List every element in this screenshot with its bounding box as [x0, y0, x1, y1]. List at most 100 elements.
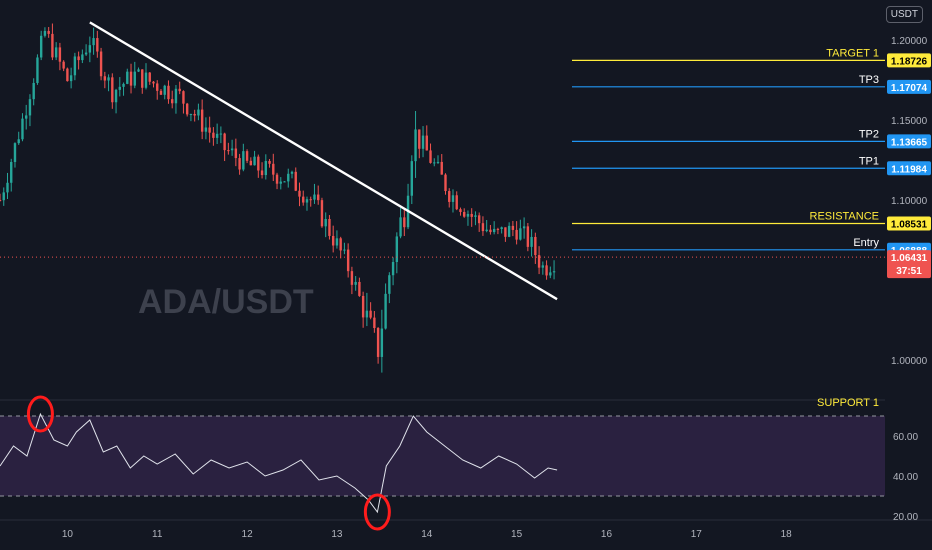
- candle-bear: [489, 229, 492, 233]
- candle-bull: [144, 72, 148, 88]
- candle-bear: [257, 156, 260, 171]
- candles: [0, 23, 556, 373]
- candle-bear: [294, 171, 297, 191]
- candle-bear: [302, 196, 305, 203]
- currency-button[interactable]: USDT: [885, 6, 923, 23]
- candle-bear: [159, 90, 163, 95]
- candle-bull: [519, 228, 522, 240]
- candle-bull: [549, 272, 552, 276]
- candle-bull: [365, 310, 369, 318]
- candle-bull: [174, 88, 178, 104]
- candle-bear: [534, 236, 537, 256]
- candle-bull: [421, 135, 425, 149]
- candle-bear: [309, 199, 312, 201]
- candle-bear: [545, 265, 548, 276]
- candle-bull: [552, 271, 556, 273]
- candle-bull: [507, 225, 511, 237]
- candle-bull: [137, 69, 140, 72]
- candle-bear: [328, 218, 331, 236]
- level-price-label: 1.11984: [891, 164, 927, 175]
- candle-bear: [429, 150, 432, 163]
- candle-bull: [13, 143, 17, 162]
- candle-bear: [459, 209, 462, 212]
- candle-bear: [141, 69, 144, 88]
- candle-bear: [58, 47, 62, 62]
- candle-bear: [156, 83, 159, 91]
- candle-bear: [418, 129, 421, 149]
- candle-bull: [474, 215, 477, 217]
- current-price-tag: [887, 250, 931, 279]
- candle-bull: [230, 148, 234, 151]
- candle-bear: [425, 135, 428, 151]
- level-price-tag: [887, 216, 931, 231]
- candle-bear: [272, 163, 275, 175]
- candle-bull: [492, 228, 496, 233]
- candle-bear: [178, 88, 181, 92]
- candle-bull: [380, 328, 384, 357]
- candle-bull: [530, 236, 533, 247]
- trendline[interactable]: [89, 21, 558, 301]
- level-price-label: 1.17074: [891, 83, 928, 94]
- candle-bear: [358, 281, 361, 296]
- candle-bull: [343, 249, 346, 251]
- time-tick-label: 12: [242, 529, 254, 540]
- candle-bear: [260, 170, 264, 176]
- rsi-line: [0, 412, 558, 514]
- time-tick-label: 10: [62, 529, 74, 540]
- candle-bull: [436, 161, 440, 163]
- candle-bull: [107, 77, 110, 81]
- candle-bull: [118, 86, 121, 90]
- level-price-tag: [887, 53, 931, 68]
- candle-bear: [223, 133, 226, 151]
- candle-bear: [99, 51, 103, 77]
- candle-bear: [481, 223, 485, 232]
- price-levels: TARGET 1 1.18726 TP3 1.17074 TP2 1.13665 TP1 1.…: [0, 47, 931, 279]
- candle-bull: [541, 265, 545, 268]
- candle-bear: [346, 249, 350, 272]
- level-name: TP1: [859, 155, 879, 167]
- candle-bear: [111, 77, 114, 103]
- candle-bear: [96, 38, 99, 52]
- candle-bull: [335, 238, 339, 246]
- candle-bear: [200, 109, 204, 132]
- candle-bull: [414, 129, 417, 162]
- candle-bear: [167, 85, 170, 100]
- time-tick-label: 11: [152, 529, 163, 540]
- candle-bull: [388, 275, 391, 294]
- rsi-highlight-circle: [26, 395, 54, 433]
- level-price-tag: [887, 134, 931, 149]
- price-axis[interactable]: 1.20000 1.15000 1.10000 1.00000 60.00 40.00 20…: [891, 36, 928, 523]
- candle-bear: [470, 213, 473, 217]
- candle-bull: [69, 75, 73, 82]
- candle-bull: [204, 127, 208, 132]
- candle-bear: [234, 148, 238, 159]
- candle-bull: [28, 99, 32, 116]
- rsi-tick-label: 20.00: [893, 512, 918, 523]
- candle-bear: [317, 194, 320, 201]
- candle-bear: [403, 217, 406, 228]
- candle-bull: [36, 57, 39, 83]
- candle-bull: [324, 218, 327, 227]
- candle-bear: [331, 235, 335, 246]
- price-tick-label: 1.00000: [891, 356, 928, 367]
- level-name: RESISTANCE: [810, 211, 879, 223]
- candle-bull: [73, 56, 77, 76]
- candle-bear: [249, 160, 253, 166]
- level-price-tag: [887, 79, 931, 94]
- countdown-label: 37:51: [896, 266, 922, 277]
- candle-bull: [305, 199, 309, 203]
- candle-bear: [373, 317, 376, 329]
- candle-bull: [283, 181, 286, 183]
- candle-bear: [182, 91, 185, 104]
- time-axis[interactable]: 10 11 12 13 14 15 16 17 18: [62, 529, 792, 540]
- level-name: TARGET 1: [826, 47, 879, 59]
- time-tick-label: 13: [331, 529, 343, 540]
- candle-bear: [511, 225, 515, 230]
- rsi-panel: [0, 399, 932, 521]
- time-tick-label: 15: [511, 529, 523, 540]
- candle-bear: [463, 211, 466, 217]
- candle-bear: [376, 328, 380, 357]
- candle-bull: [114, 89, 118, 103]
- candle-bear: [148, 72, 151, 82]
- candle-bear: [537, 255, 541, 268]
